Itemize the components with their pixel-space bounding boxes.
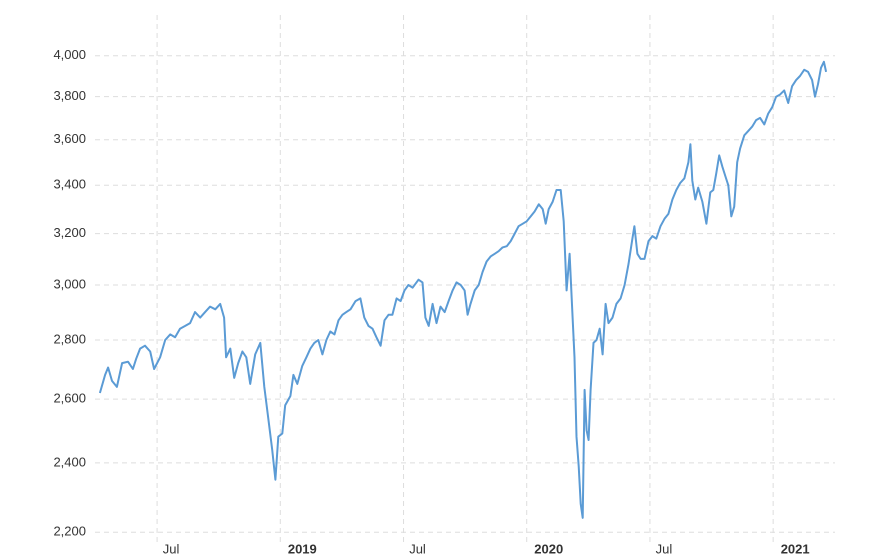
x-tick-label: Jul [656,541,673,556]
x-tick-label: 2021 [781,541,810,556]
y-tick-label: 4,000 [53,47,86,62]
x-tick-label: Jul [163,541,180,556]
x-tick-label: 2019 [288,541,317,556]
y-tick-label: 3,600 [53,131,86,146]
y-tick-label: 3,800 [53,88,86,103]
y-tick-label: 2,200 [53,524,86,539]
price-line [98,60,828,519]
y-tick-label: 2,800 [53,331,86,346]
y-tick-label: 3,200 [53,225,86,240]
x-tick-label: Jul [409,541,426,556]
y-tick-label: 2,600 [53,391,86,406]
y-tick-label: 3,000 [53,276,86,291]
x-tick-label: 2020 [534,541,563,556]
y-tick-label: 2,400 [53,454,86,469]
y-tick-label: 3,400 [53,177,86,192]
